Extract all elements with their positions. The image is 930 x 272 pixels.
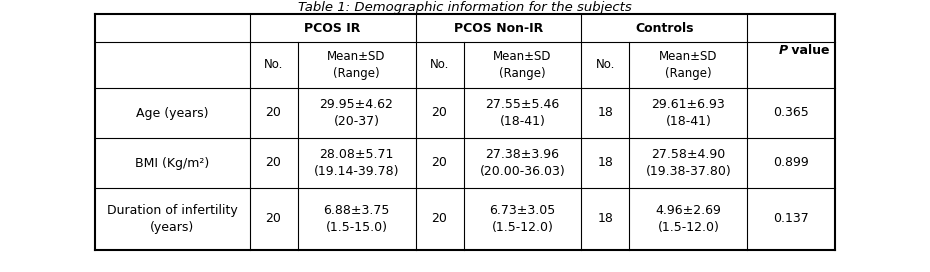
Text: 6.73±3.05
(1.5-12.0): 6.73±3.05 (1.5-12.0)	[489, 204, 555, 234]
Text: 20: 20	[266, 107, 282, 119]
Text: 0.899: 0.899	[774, 156, 809, 169]
Text: 18: 18	[598, 107, 614, 119]
Text: Duration of infertility
(years): Duration of infertility (years)	[107, 204, 237, 234]
Text: 20: 20	[432, 212, 447, 225]
Text: 27.38±3.96
(20.00-36.03): 27.38±3.96 (20.00-36.03)	[480, 148, 565, 178]
Text: PCOS Non-IR: PCOS Non-IR	[454, 21, 543, 35]
Text: Mean±SD
(Range): Mean±SD (Range)	[327, 50, 386, 80]
Text: PCOS IR: PCOS IR	[304, 21, 361, 35]
Text: value: value	[788, 45, 830, 57]
Text: Age (years): Age (years)	[136, 107, 208, 119]
Text: 0.137: 0.137	[774, 212, 809, 225]
Text: P: P	[778, 45, 788, 57]
Text: 20: 20	[432, 156, 447, 169]
Text: BMI (Kg/m²): BMI (Kg/m²)	[135, 156, 209, 169]
Text: Mean±SD
(Range): Mean±SD (Range)	[493, 50, 551, 80]
Text: Controls: Controls	[635, 21, 694, 35]
Text: 29.95±4.62
(20-37): 29.95±4.62 (20-37)	[320, 98, 393, 128]
Text: 0.365: 0.365	[774, 107, 809, 119]
Text: Table 1: Demographic information for the subjects: Table 1: Demographic information for the…	[299, 1, 631, 14]
Text: 27.58±4.90
(19.38-37.80): 27.58±4.90 (19.38-37.80)	[645, 148, 731, 178]
Text: 27.55±5.46
(18-41): 27.55±5.46 (18-41)	[485, 98, 560, 128]
Text: 18: 18	[598, 156, 614, 169]
Text: Mean±SD
(Range): Mean±SD (Range)	[659, 50, 718, 80]
Text: 18: 18	[598, 212, 614, 225]
Text: 6.88±3.75
(1.5-15.0): 6.88±3.75 (1.5-15.0)	[324, 204, 390, 234]
Text: 20: 20	[266, 212, 282, 225]
Text: 20: 20	[266, 156, 282, 169]
Text: No.: No.	[596, 58, 615, 72]
Text: 28.08±5.71
(19.14-39.78): 28.08±5.71 (19.14-39.78)	[313, 148, 399, 178]
Text: No.: No.	[430, 58, 449, 72]
Text: No.: No.	[264, 58, 284, 72]
Text: 29.61±6.93
(18-41): 29.61±6.93 (18-41)	[652, 98, 725, 128]
Text: 4.96±2.69
(1.5-12.0): 4.96±2.69 (1.5-12.0)	[656, 204, 722, 234]
Text: 20: 20	[432, 107, 447, 119]
